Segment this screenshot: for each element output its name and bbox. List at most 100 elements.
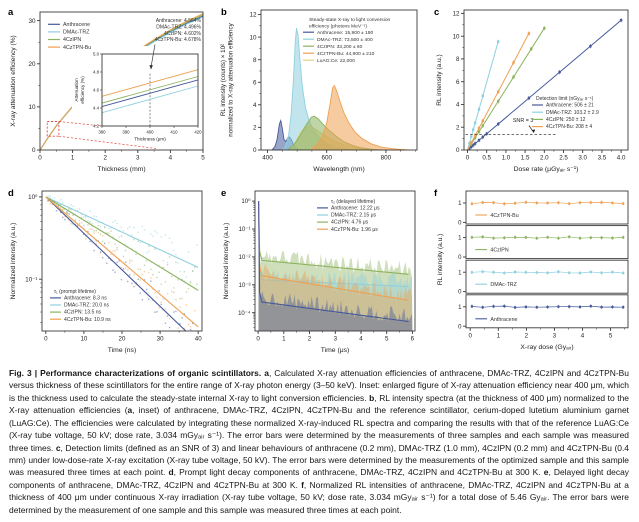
axes: 0 0.5 1.0 1.5 2.0 2.5 3.0 3.5 4.0 0 2 4 6 8 10 12 Dose r… bbox=[436, 9, 629, 173]
legend: Steady-state X-ray to light conversionef… bbox=[303, 17, 391, 64]
svg-text:0: 0 bbox=[458, 255, 462, 261]
figure-row-top: 380 390 400 410 420 4.2 4.4 4.6 4.8 5.0 Thickness … bbox=[0, 0, 639, 181]
svg-text:5: 5 bbox=[609, 332, 613, 339]
legend: τ₁ (prompt lifetime)Anthracene: 8.3 nsDM… bbox=[50, 289, 111, 323]
svg-text:DMAc-TRZ: 103.2 ± 2.9: DMAc-TRZ: 103.2 ± 2.9 bbox=[546, 110, 599, 116]
caption-segment-5: a bbox=[127, 405, 133, 416]
svg-text:efficiency (photons MeV⁻¹): efficiency (photons MeV⁻¹) bbox=[309, 23, 367, 29]
svg-text:10⁻¹: 10⁻¹ bbox=[239, 227, 251, 233]
svg-text:0: 0 bbox=[468, 332, 472, 339]
svg-text:Wavelength (nm): Wavelength (nm) bbox=[313, 166, 365, 173]
svg-text:0: 0 bbox=[458, 324, 462, 330]
svg-text:4CzIPN: 250 ± 12: 4CzIPN: 250 ± 12 bbox=[546, 117, 586, 123]
svg-text:4CzIPN: 4CzIPN bbox=[490, 248, 508, 254]
caption-segment-4: , RL intensity spectra (at the thickness… bbox=[9, 392, 629, 416]
inset-chart: 380 390 400 410 420 4.2 4.4 4.6 4.8 5.0 Thickness … bbox=[74, 52, 202, 142]
svg-text:normalized to X-ray attenuatio: normalized to X-ray attenuation efficien… bbox=[228, 22, 235, 136]
caption-segment-7: c bbox=[55, 442, 61, 453]
panel-a-chart: 380 390 400 410 4204.24.44.64.85.0Thickness … bbox=[8, 7, 205, 173]
svg-text:4CzIPN: 13.5 ns: 4CzIPN: 13.5 ns bbox=[64, 310, 102, 316]
svg-text:4: 4 bbox=[581, 332, 585, 339]
panel-f-chart: 4CzTPN-Bu 0 1 4CzIPN 0 1 DMAc-TRZ 0 1 Anthracene 0… bbox=[434, 188, 629, 351]
panel-e-chart: 0 1 2 3 4 5 6 10⁰ 10⁻¹ 10⁻² 10⁻³ 10⁻⁴ Time (μs) Norma… bbox=[221, 188, 416, 354]
svg-text:Time (μs): Time (μs) bbox=[321, 347, 350, 354]
caption-segment-9: d bbox=[168, 467, 174, 478]
svg-text:4CzTPN-Bu: 4CzTPN-Bu bbox=[490, 213, 518, 219]
caption-segment-11: e bbox=[543, 467, 549, 478]
svg-text:b: b bbox=[221, 7, 227, 18]
svg-text:4CzIPN: 4.76 μs: 4CzIPN: 4.76 μs bbox=[331, 220, 369, 226]
svg-text:Time (ns): Time (ns) bbox=[108, 347, 136, 354]
svg-text:4CzTPN-Bu: 4.678%: 4CzTPN-Bu: 4.678% bbox=[155, 37, 202, 43]
panel-a: 380 390 400 410 420 4.2 4.4 4.6 4.8 5.0 Thickness … bbox=[0, 0, 213, 181]
svg-text:600: 600 bbox=[321, 155, 332, 162]
delayed-decay-traces bbox=[258, 201, 413, 331]
svg-text:4CzTPN-Bu: 208 ± 4: 4CzTPN-Bu: 208 ± 4 bbox=[546, 124, 592, 130]
svg-text:5.0: 5.0 bbox=[93, 52, 100, 57]
svg-text:X-ray attenuation efficiency (: X-ray attenuation efficiency (%) bbox=[10, 35, 17, 127]
svg-text:1.0: 1.0 bbox=[502, 155, 511, 162]
svg-text:4.6: 4.6 bbox=[93, 88, 100, 93]
svg-text:Dose rate (μGyₐᵢᵣ s⁻¹): Dose rate (μGyₐᵢᵣ s⁻¹) bbox=[514, 166, 579, 173]
svg-text:5: 5 bbox=[385, 336, 389, 343]
svg-text:380: 380 bbox=[98, 130, 106, 135]
svg-text:4CzTPN-Bu: 10.9 ns: 4CzTPN-Bu: 10.9 ns bbox=[64, 317, 111, 323]
svg-text:4.8: 4.8 bbox=[93, 70, 100, 75]
svg-text:2: 2 bbox=[253, 125, 257, 132]
svg-text:30: 30 bbox=[28, 18, 36, 25]
panel-letter: d bbox=[8, 188, 14, 199]
legend: τ₂ (delayed lifetime)Anthracene: 12.22 μ… bbox=[317, 199, 380, 233]
caption-segment-10: , Prompt light decay components of anthr… bbox=[173, 467, 544, 478]
svg-text:0: 0 bbox=[456, 147, 460, 154]
svg-text:Attenuation: Attenuation bbox=[74, 78, 79, 102]
caption-segment-2: , Calculated X-ray attenuation efficienc… bbox=[9, 368, 629, 403]
svg-text:LuAG:Ce: 22,000: LuAG:Ce: 22,000 bbox=[317, 58, 355, 64]
svg-text:3.5: 3.5 bbox=[598, 155, 607, 162]
svg-text:10: 10 bbox=[249, 34, 257, 41]
svg-text:410: 410 bbox=[170, 130, 178, 135]
panel-b: 400 600 800 0 2 4 6 8 10 12 Wavelength (nm) RL inte… bbox=[213, 0, 426, 181]
svg-text:Detection limit (nGyₐᵢᵣ s⁻¹): Detection limit (nGyₐᵢᵣ s⁻¹) bbox=[536, 96, 594, 102]
panel-d-chart: 0 10 20 30 40 10⁰ 10⁻¹ Time (ns) Normalized inte… bbox=[8, 188, 203, 354]
svg-text:2.0: 2.0 bbox=[540, 155, 549, 162]
panel-f: 4CzTPN-Bu 0 1 4CzIPN 0 1 DMAc-TRZ 0 1 Anthracene 0… bbox=[426, 181, 639, 362]
svg-text:4CzTPN-Bu: 4CzTPN-Bu bbox=[63, 45, 91, 51]
svg-text:1: 1 bbox=[497, 332, 501, 339]
svg-text:20: 20 bbox=[28, 61, 36, 68]
caption-segment-1: a bbox=[264, 368, 269, 378]
svg-text:4: 4 bbox=[359, 336, 363, 343]
svg-text:Normalized intensity (a.u.): Normalized intensity (a.u.) bbox=[10, 223, 17, 300]
svg-text:400: 400 bbox=[262, 155, 273, 162]
svg-text:Normalized intensity (a.u.): Normalized intensity (a.u.) bbox=[223, 223, 230, 300]
svg-text:4.0: 4.0 bbox=[617, 155, 626, 162]
svg-text:1: 1 bbox=[458, 236, 462, 242]
svg-text:RL intensity (counts) × 10²: RL intensity (counts) × 10² bbox=[220, 44, 227, 116]
svg-text:400: 400 bbox=[146, 130, 154, 135]
svg-text:0: 0 bbox=[253, 147, 257, 154]
svg-text:3: 3 bbox=[553, 332, 557, 339]
axes: 0 1 2 3 4 5 6 10⁰ 10⁻¹ 10⁻² 10⁻³ 10⁻⁴ Time (μs) Norma… bbox=[223, 190, 416, 354]
svg-text:6: 6 bbox=[253, 80, 257, 87]
svg-text:DMAc-TRZ: DMAc-TRZ bbox=[490, 282, 517, 288]
svg-text:0: 0 bbox=[32, 147, 36, 154]
svg-text:c: c bbox=[434, 7, 439, 18]
svg-text:8: 8 bbox=[253, 57, 257, 64]
axes: 400 600 800 0 2 4 6 8 10 12 Wavelength (nm) RL inte… bbox=[220, 9, 418, 173]
zoom-connectors bbox=[58, 121, 157, 149]
svg-text:10⁰: 10⁰ bbox=[28, 194, 38, 201]
svg-text:4CzTPN-Bu: 1.96 μs: 4CzTPN-Bu: 1.96 μs bbox=[331, 227, 378, 233]
svg-text:efficiency (%): efficiency (%) bbox=[80, 76, 85, 104]
inset-annotation: Anthracene: 4.564%DMAc-TRZ: 4.496%4CzIPN… bbox=[149, 18, 202, 70]
svg-text:10⁻³: 10⁻³ bbox=[239, 283, 251, 289]
panel-d: 0 10 20 30 40 10⁰ 10⁻¹ Time (ns) Normalized inte… bbox=[0, 181, 213, 362]
panel-letter: b bbox=[221, 7, 227, 18]
svg-text:10⁻¹: 10⁻¹ bbox=[25, 276, 37, 283]
svg-text:10⁰: 10⁰ bbox=[241, 198, 251, 205]
svg-text:2.5: 2.5 bbox=[559, 155, 568, 162]
decay-traces bbox=[45, 195, 199, 331]
svg-text:e: e bbox=[221, 188, 226, 199]
svg-text:10: 10 bbox=[453, 33, 460, 40]
svg-text:1: 1 bbox=[282, 336, 286, 343]
svg-text:f: f bbox=[434, 188, 438, 199]
